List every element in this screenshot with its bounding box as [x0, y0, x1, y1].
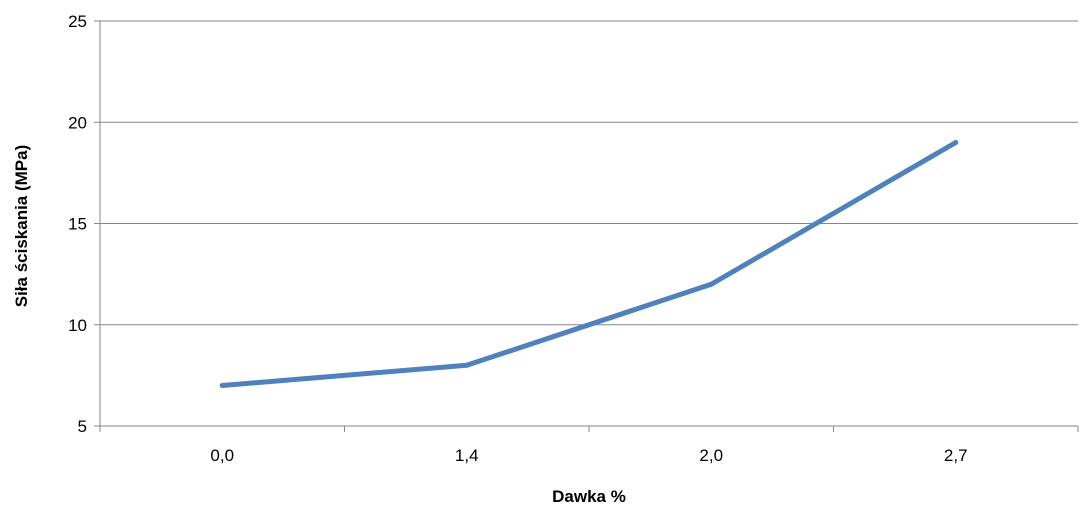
data-point	[953, 140, 959, 145]
x-tick-label: 1,4	[455, 446, 479, 465]
x-tick-label: 2,0	[699, 446, 723, 465]
gridlines	[100, 20, 1078, 326]
y-tick-label: 25	[68, 12, 87, 31]
series	[219, 140, 959, 388]
data-point	[464, 362, 470, 368]
data-point	[708, 281, 714, 287]
data-point	[219, 383, 225, 388]
x-tick-label: 0,0	[210, 446, 234, 465]
y-tick-labels: 5 10 15 20 25	[68, 12, 87, 436]
y-tick-label: 5	[78, 417, 87, 436]
x-tick-label: 2,7	[944, 446, 968, 465]
y-tick-label: 15	[68, 215, 87, 234]
series-line	[219, 140, 959, 388]
x-axis-title: Dawka %	[552, 487, 626, 506]
y-tick-label: 20	[68, 113, 87, 132]
axes	[94, 20, 1079, 432]
y-axis-title: Siła ściskania (MPa)	[12, 145, 31, 308]
x-tick-labels: 0,0 1,4 2,0 2,7	[210, 446, 967, 465]
y-tick-label: 10	[68, 316, 87, 335]
